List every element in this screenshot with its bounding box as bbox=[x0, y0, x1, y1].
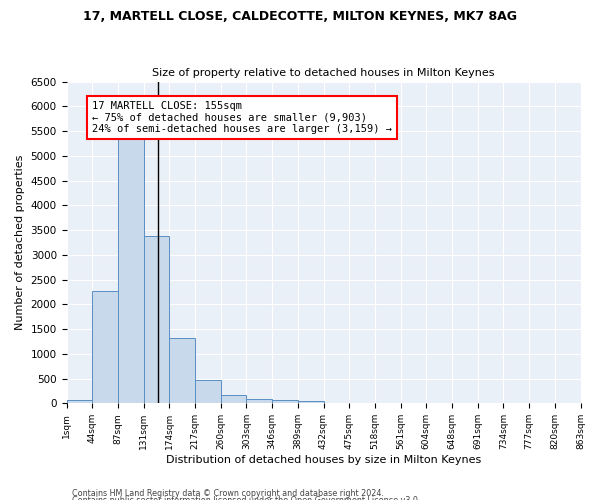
X-axis label: Distribution of detached houses by size in Milton Keynes: Distribution of detached houses by size … bbox=[166, 455, 481, 465]
Bar bbox=[143, 236, 169, 404]
Bar bbox=[118, 135, 143, 404]
Text: 17, MARTELL CLOSE, CALDECOTTE, MILTON KEYNES, MK7 8AG: 17, MARTELL CLOSE, CALDECOTTE, MILTON KE… bbox=[83, 10, 517, 23]
Text: Contains public sector information licensed under the Open Government Licence v3: Contains public sector information licen… bbox=[72, 496, 421, 500]
Bar bbox=[195, 380, 221, 404]
Title: Size of property relative to detached houses in Milton Keynes: Size of property relative to detached ho… bbox=[152, 68, 495, 78]
Bar bbox=[272, 400, 298, 404]
Text: Contains HM Land Registry data © Crown copyright and database right 2024.: Contains HM Land Registry data © Crown c… bbox=[72, 488, 384, 498]
Y-axis label: Number of detached properties: Number of detached properties bbox=[15, 155, 25, 330]
Bar bbox=[169, 338, 195, 404]
Bar bbox=[221, 396, 247, 404]
Text: 17 MARTELL CLOSE: 155sqm
← 75% of detached houses are smaller (9,903)
24% of sem: 17 MARTELL CLOSE: 155sqm ← 75% of detach… bbox=[92, 101, 392, 134]
Bar bbox=[247, 399, 272, 404]
Bar bbox=[298, 400, 323, 404]
Bar bbox=[92, 291, 118, 404]
Bar bbox=[67, 400, 92, 404]
